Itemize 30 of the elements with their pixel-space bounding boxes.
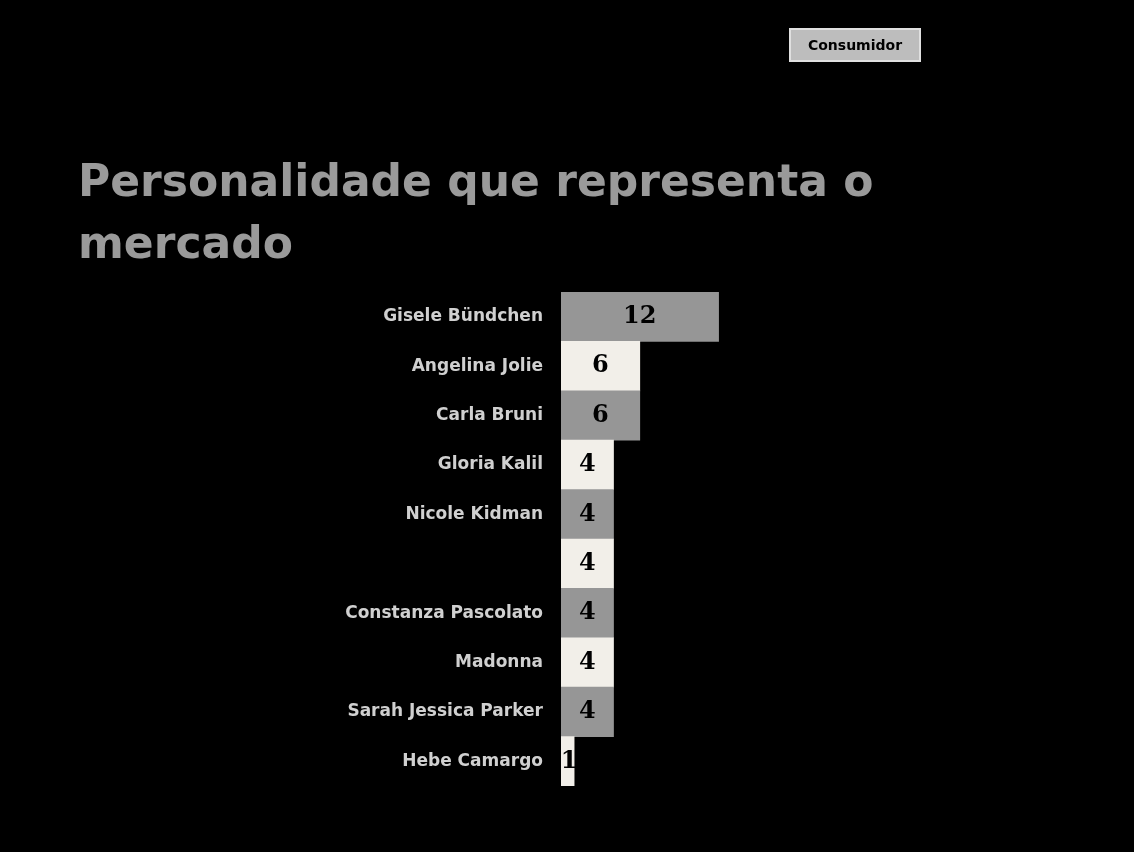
data-label: 4	[578, 645, 596, 675]
bar	[561, 588, 614, 639]
data-label: 1	[560, 744, 578, 774]
data-label: 4	[578, 497, 596, 527]
y-tick-label: Nicole Kidman	[405, 502, 543, 523]
y-tick-label: Carla Bruni	[436, 403, 543, 424]
bar	[561, 686, 614, 737]
data-label: 4	[578, 546, 596, 576]
y-tick-label: Madonna	[455, 650, 543, 671]
bar	[561, 538, 614, 589]
y-tick-label: Hebe Camargo	[402, 749, 543, 770]
y-tick-label: Sarah Jessica Parker	[347, 700, 544, 721]
text: Consumidor	[789, 28, 921, 62]
bar	[561, 637, 614, 688]
bar	[561, 390, 641, 441]
bar	[561, 439, 614, 490]
data-label: 12	[623, 299, 657, 329]
data-label: 6	[592, 398, 609, 428]
bar	[561, 341, 641, 392]
bar	[561, 489, 614, 540]
data-label: 4	[578, 596, 596, 626]
data-label: 6	[592, 349, 609, 379]
bar	[561, 292, 719, 342]
data-label: 4	[578, 695, 596, 725]
chart-title: Personalidade que representa o mercado	[78, 154, 875, 270]
y-tick-label: Constanza Pascolato	[345, 601, 543, 622]
data-label: 4	[578, 448, 596, 478]
y-tick-label: Gisele Bündchen	[383, 305, 543, 326]
y-tick-label: Angelina Jolie	[411, 354, 543, 375]
y-tick-label: Gloria Kalil	[437, 453, 543, 474]
